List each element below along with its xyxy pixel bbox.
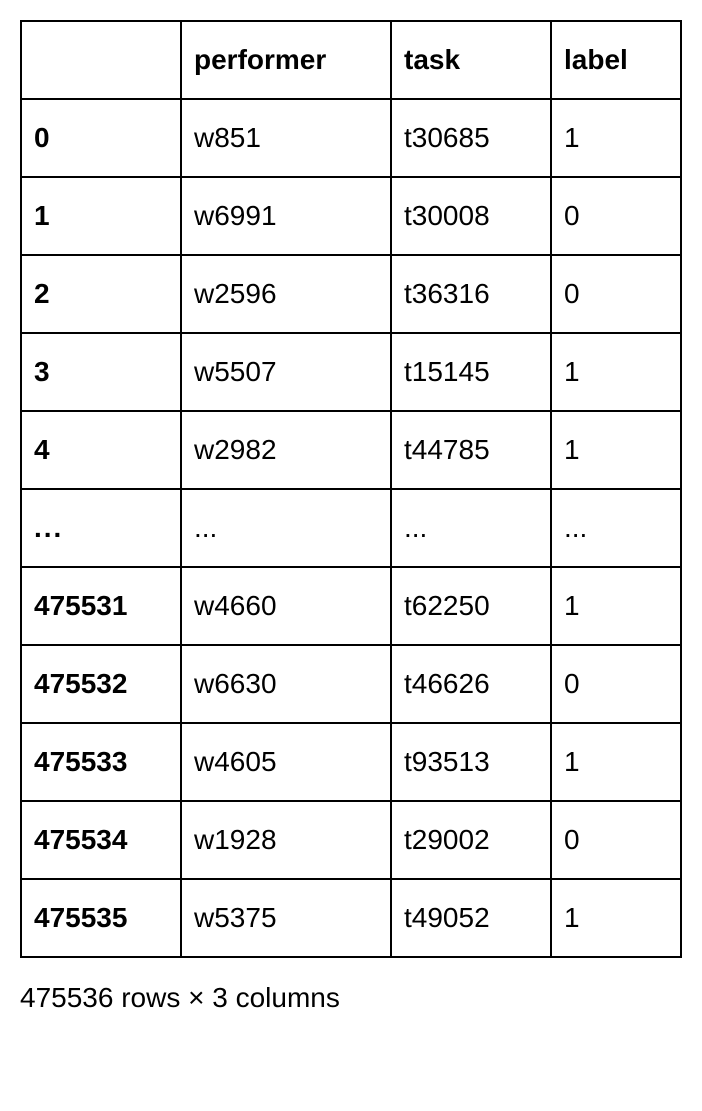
cell-label: 1 xyxy=(551,567,681,645)
cell-label: ... xyxy=(551,489,681,567)
cell-performer: w2982 xyxy=(181,411,391,489)
cell-task: t62250 xyxy=(391,567,551,645)
header-row: performer task label xyxy=(21,21,681,99)
cell-performer: w1928 xyxy=(181,801,391,879)
ellipsis-row: ... ... ... ... xyxy=(21,489,681,567)
cell-performer: ... xyxy=(181,489,391,567)
cell-index: 4 xyxy=(21,411,181,489)
cell-task: t15145 xyxy=(391,333,551,411)
header-index xyxy=(21,21,181,99)
table-row: 0 w851 t30685 1 xyxy=(21,99,681,177)
cell-label: 0 xyxy=(551,801,681,879)
cell-performer: w4605 xyxy=(181,723,391,801)
table-row: 3 w5507 t15145 1 xyxy=(21,333,681,411)
cell-label: 1 xyxy=(551,723,681,801)
cell-performer: w2596 xyxy=(181,255,391,333)
cell-performer: w6630 xyxy=(181,645,391,723)
table-row: 2 w2596 t36316 0 xyxy=(21,255,681,333)
cell-performer: w5507 xyxy=(181,333,391,411)
data-table: performer task label 0 w851 t30685 1 1 w… xyxy=(20,20,682,958)
cell-label: 0 xyxy=(551,255,681,333)
table-row: 475535 w5375 t49052 1 xyxy=(21,879,681,957)
cell-performer: w5375 xyxy=(181,879,391,957)
cell-index: 2 xyxy=(21,255,181,333)
table-row: 4 w2982 t44785 1 xyxy=(21,411,681,489)
cell-label: 1 xyxy=(551,879,681,957)
cell-task: t46626 xyxy=(391,645,551,723)
cell-index: 475531 xyxy=(21,567,181,645)
cell-task: t30008 xyxy=(391,177,551,255)
header-task: task xyxy=(391,21,551,99)
cell-label: 1 xyxy=(551,411,681,489)
cell-task: t36316 xyxy=(391,255,551,333)
cell-index: 475533 xyxy=(21,723,181,801)
cell-performer: w4660 xyxy=(181,567,391,645)
cell-index: 475532 xyxy=(21,645,181,723)
cell-performer: w851 xyxy=(181,99,391,177)
cell-label: 0 xyxy=(551,645,681,723)
cell-task: ... xyxy=(391,489,551,567)
table-row: 475532 w6630 t46626 0 xyxy=(21,645,681,723)
cell-label: 1 xyxy=(551,333,681,411)
cell-task: t44785 xyxy=(391,411,551,489)
table-shape-summary: 475536 rows × 3 columns xyxy=(20,982,682,1014)
cell-index: 475534 xyxy=(21,801,181,879)
cell-index: ... xyxy=(21,489,181,567)
header-label: label xyxy=(551,21,681,99)
table-row: 475533 w4605 t93513 1 xyxy=(21,723,681,801)
table-row: 475534 w1928 t29002 0 xyxy=(21,801,681,879)
header-performer: performer xyxy=(181,21,391,99)
table-row: 1 w6991 t30008 0 xyxy=(21,177,681,255)
cell-label: 0 xyxy=(551,177,681,255)
cell-index: 3 xyxy=(21,333,181,411)
cell-label: 1 xyxy=(551,99,681,177)
table-row: 475531 w4660 t62250 1 xyxy=(21,567,681,645)
cell-task: t30685 xyxy=(391,99,551,177)
cell-task: t93513 xyxy=(391,723,551,801)
cell-index: 1 xyxy=(21,177,181,255)
cell-index: 475535 xyxy=(21,879,181,957)
cell-performer: w6991 xyxy=(181,177,391,255)
cell-task: t49052 xyxy=(391,879,551,957)
cell-task: t29002 xyxy=(391,801,551,879)
cell-index: 0 xyxy=(21,99,181,177)
